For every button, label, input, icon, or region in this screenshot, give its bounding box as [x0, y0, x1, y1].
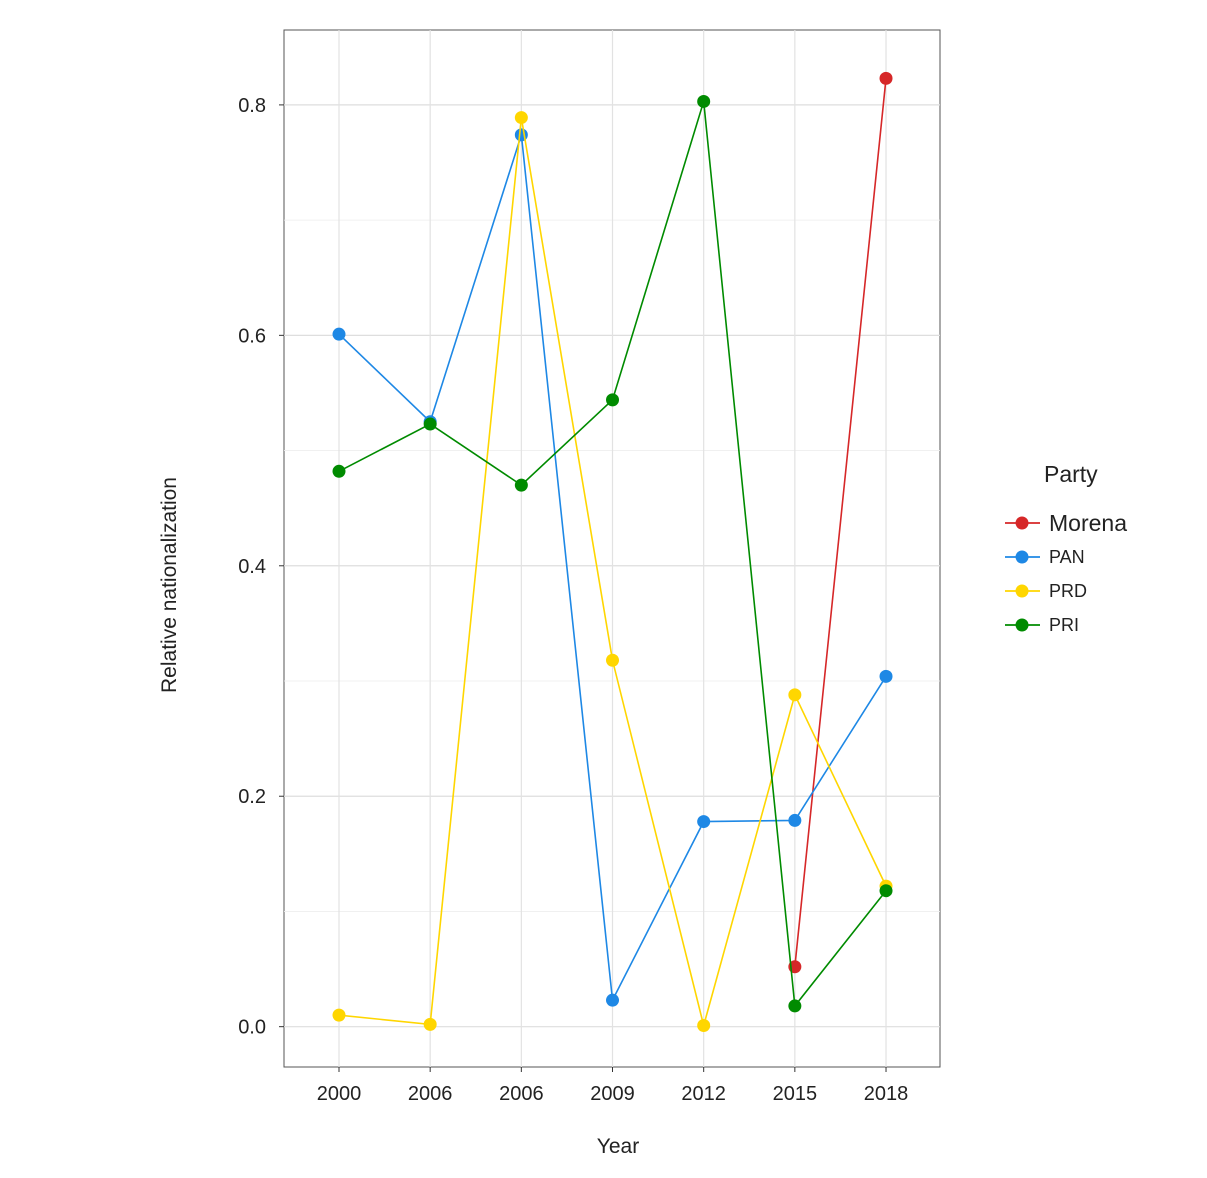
series-line-morena: [794, 78, 887, 967]
data-point-morena: [879, 71, 893, 85]
data-point-prd: [423, 1017, 437, 1031]
data-point-pan: [514, 128, 528, 142]
y-tick-label: 0.8: [238, 95, 266, 117]
grid-layer: [284, 30, 940, 1067]
legend-marker-prd: [1015, 584, 1029, 598]
data-point-pri: [879, 884, 893, 898]
data-point-prd: [514, 111, 528, 125]
x-axis-title: Year: [597, 1135, 639, 1158]
x-tick-label: 2012: [681, 1083, 726, 1105]
data-point-pan: [879, 669, 893, 683]
legend-marker-pan: [1015, 550, 1029, 564]
legend-label-morena: Morena: [1049, 510, 1127, 536]
legend: Party Morena PAN PRD PRI: [1005, 461, 1127, 635]
y-tick-label: 0.6: [238, 325, 266, 347]
legend-title: Party: [1044, 461, 1098, 487]
data-point-pri: [423, 417, 437, 431]
data-point-pri: [514, 478, 528, 492]
x-tick-label: 2006: [408, 1083, 453, 1105]
y-tick-label: 0.2: [238, 786, 266, 808]
x-tick-label: 2006: [499, 1083, 544, 1105]
x-tick-label: 2018: [864, 1083, 909, 1105]
data-point-pan: [697, 815, 711, 829]
data-point-pri: [606, 393, 620, 407]
x-tick-label: 2015: [773, 1083, 818, 1105]
data-point-pri: [332, 464, 346, 478]
legend-label-pan: PAN: [1049, 547, 1085, 567]
data-point-prd: [606, 653, 620, 667]
y-tick-label: 0.4: [238, 556, 266, 578]
data-point-pan: [606, 993, 620, 1007]
data-point-pan: [332, 327, 346, 341]
legend-label-pri: PRI: [1049, 615, 1079, 635]
data-point-pan: [788, 813, 802, 827]
axis-layer: 0.0 0.2 0.4 0.6 0.8 2000 2006 2006 2009 2012 2015 2…: [238, 95, 908, 1105]
y-tick-label: 0.0: [238, 1017, 266, 1039]
data-point-prd: [332, 1008, 346, 1022]
series-layer: [332, 71, 893, 1033]
data-point-prd: [788, 688, 802, 702]
y-axis-title: Relative nationalization: [158, 477, 181, 693]
legend-marker-pri: [1015, 618, 1029, 632]
data-point-pri: [788, 999, 802, 1013]
legend-items: Morena PAN PRD PRI: [1005, 510, 1127, 635]
x-tick-label: 2000: [317, 1083, 362, 1105]
data-point-pri: [697, 94, 711, 108]
data-point-prd: [697, 1019, 711, 1033]
x-tick-label: 2009: [590, 1083, 635, 1105]
legend-marker-morena: [1015, 516, 1029, 530]
legend-label-prd: PRD: [1049, 581, 1087, 601]
